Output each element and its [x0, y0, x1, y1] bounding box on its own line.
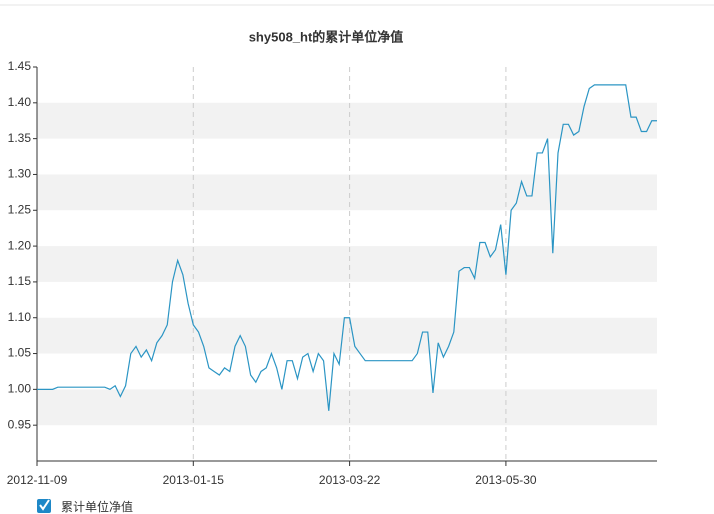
x-tick-label: 2013-05-30: [475, 473, 537, 487]
y-tick-label: 1.15: [8, 274, 32, 288]
y-tick-label: 1.35: [8, 131, 32, 145]
check-icon: [39, 499, 50, 511]
chart-title: shy508_ht的累计单位净值: [249, 29, 404, 44]
legend-label: 累计单位净值: [61, 499, 133, 514]
y-tick-label: 1.10: [8, 310, 32, 324]
y-tick-label: 1.40: [8, 95, 32, 109]
y-tick-label: 0.95: [8, 417, 32, 431]
y-tick-label: 1.25: [8, 202, 32, 216]
grid-band: [37, 317, 657, 354]
grid-band: [37, 389, 657, 426]
y-tick-label: 1.05: [8, 346, 32, 360]
x-tick-label: 2012-11-09: [7, 473, 68, 487]
grid-band: [37, 174, 657, 211]
legend[interactable]: 累计单位净值: [37, 499, 133, 514]
y-tick-label: 1.45: [8, 59, 32, 73]
y-tick-label: 1.00: [8, 382, 32, 396]
grid-band: [37, 102, 657, 139]
y-tick-label: 1.30: [8, 167, 32, 181]
x-tick-label: 2013-03-22: [319, 473, 381, 487]
series-line: [37, 84, 657, 411]
y-tick-label: 1.20: [8, 238, 32, 252]
grid-band: [37, 246, 657, 282]
x-tick-label: 2013-01-15: [163, 473, 225, 487]
